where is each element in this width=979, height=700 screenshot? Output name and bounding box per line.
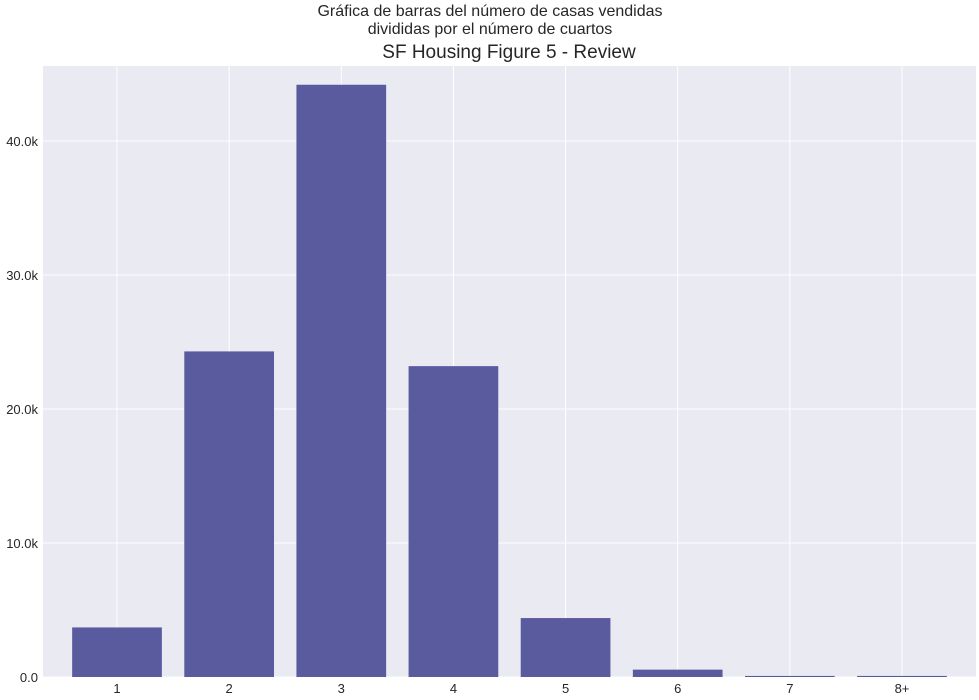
plot-area [43, 66, 976, 677]
x-tick-label: 1 [113, 681, 120, 696]
bar-6 [632, 669, 723, 677]
y-tick-label: 30.0k [6, 268, 38, 283]
y-tick-label: 20.0k [6, 402, 38, 417]
bar-8+ [857, 675, 947, 677]
x-tick-label: 8+ [895, 681, 910, 696]
chart-title: SF Housing Figure 5 - Review [382, 42, 636, 63]
suptitle-line-1: Gráfica de barras del número de casas ve… [317, 3, 662, 20]
bar-1 [72, 627, 162, 677]
x-axis-ticks: 1 2 3 4 5 6 7 8+ [113, 681, 909, 696]
x-tick-label: 4 [450, 681, 457, 696]
y-tick-label: 10.0k [6, 536, 38, 551]
bars [72, 84, 947, 677]
bar-5 [520, 618, 611, 677]
x-tick-label: 5 [562, 681, 569, 696]
bar-7 [744, 675, 835, 677]
x-tick-label: 7 [786, 681, 793, 696]
bar-4 [408, 366, 499, 677]
bar-2 [184, 351, 275, 677]
x-tick-label: 2 [226, 681, 233, 696]
y-tick-label: 0.0 [20, 670, 38, 685]
x-tick-label: 6 [674, 681, 681, 696]
y-axis-ticks: 0.0 10.0k 20.0k 30.0k 40.0k [6, 134, 38, 685]
x-tick-label: 3 [338, 681, 345, 696]
bar-3 [296, 84, 387, 677]
y-tick-label: 40.0k [6, 134, 38, 149]
suptitle-line-2: divididas por el número de cuartos [368, 21, 613, 38]
